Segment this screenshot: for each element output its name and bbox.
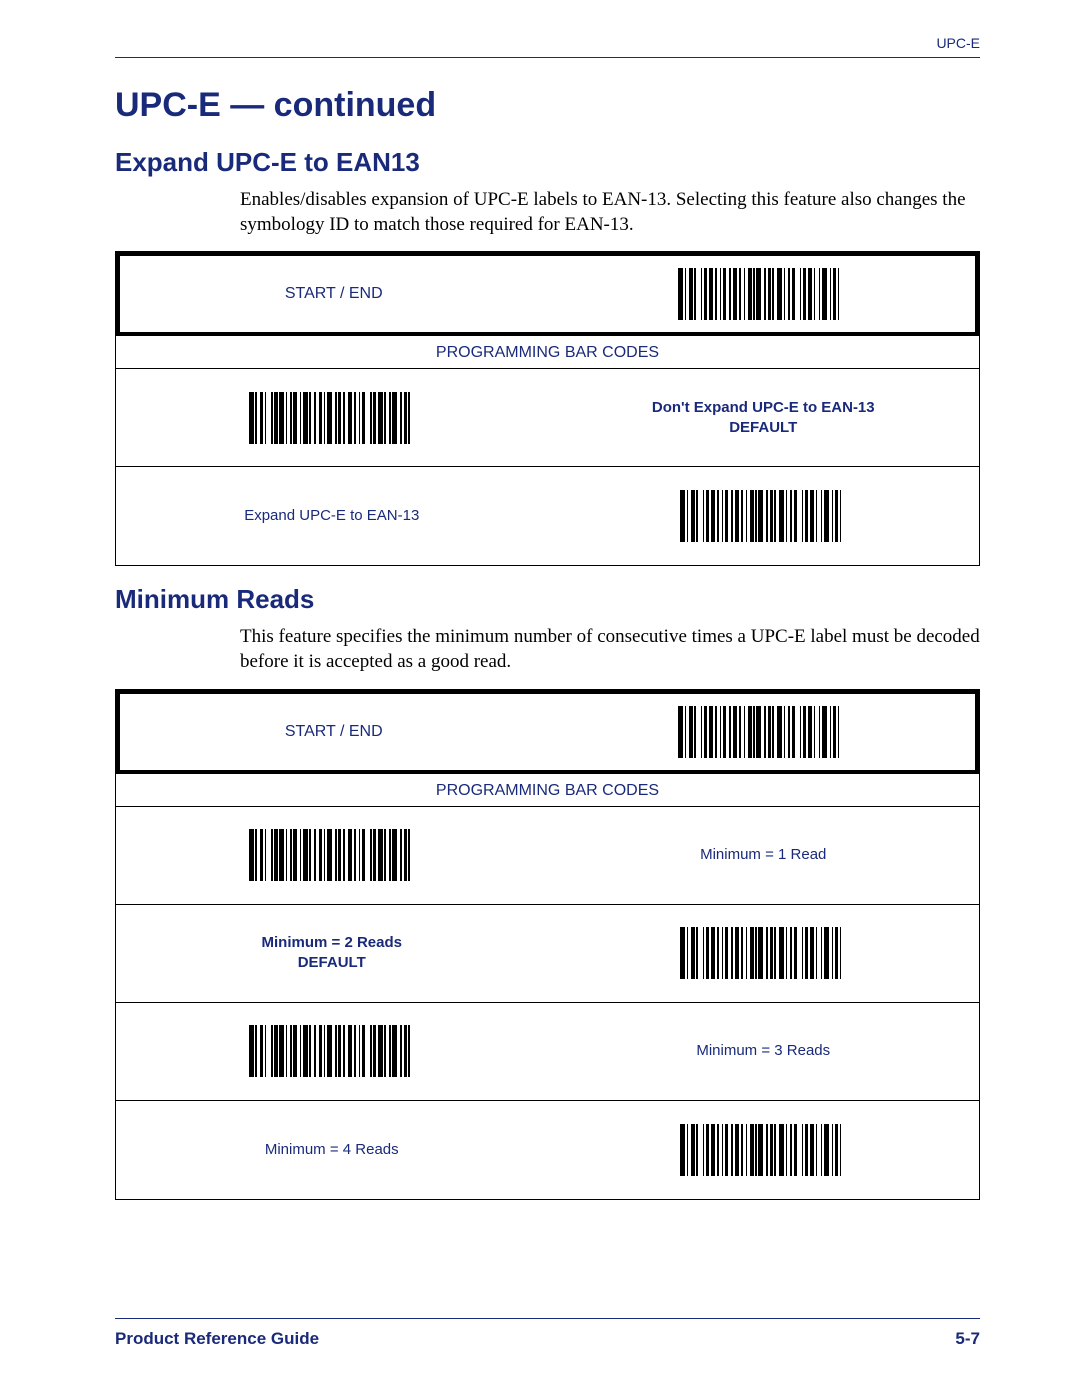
header-section-label: UPC-E	[115, 35, 980, 57]
barcode-icon	[680, 927, 846, 979]
option-default-label: DEFAULT	[298, 953, 366, 973]
start-end-row: START / END	[116, 690, 979, 774]
barcode-icon	[249, 1025, 415, 1077]
start-end-row: START / END	[116, 252, 979, 336]
option-row: Don't Expand UPC-E to EAN-13 DEFAULT	[116, 369, 979, 467]
option-label: Expand UPC-E to EAN-13	[244, 506, 419, 526]
option-label: Minimum = 2 Reads	[262, 933, 402, 953]
section-heading-minreads: Minimum Reads	[115, 584, 980, 615]
footer-left: Product Reference Guide	[115, 1329, 319, 1349]
option-default-label: DEFAULT	[729, 418, 797, 438]
option-row: Minimum = 4 Reads	[116, 1101, 979, 1199]
barcode-icon	[678, 706, 844, 758]
programming-box-minreads: START / END PROGRAMMING BAR CODES Minimu…	[115, 689, 980, 1200]
section-body-minreads: This feature specifies the minimum numbe…	[240, 625, 980, 674]
option-label: Minimum = 3 Reads	[696, 1041, 830, 1061]
option-row: Expand UPC-E to EAN-13	[116, 467, 979, 565]
barcode-icon	[680, 490, 846, 542]
page-footer: Product Reference Guide 5-7	[115, 1318, 980, 1349]
barcode-icon	[249, 392, 415, 444]
programming-box-expand: START / END PROGRAMMING BAR CODES Don't …	[115, 251, 980, 566]
barcode-icon	[249, 829, 415, 881]
footer-right: 5-7	[955, 1329, 980, 1349]
option-row: Minimum = 3 Reads	[116, 1003, 979, 1101]
option-label: Minimum = 1 Read	[700, 845, 826, 865]
start-end-label: START / END	[120, 723, 548, 741]
section-heading-expand: Expand UPC-E to EAN13	[115, 147, 980, 178]
option-label: Minimum = 4 Reads	[265, 1140, 399, 1160]
option-row: Minimum = 2 Reads DEFAULT	[116, 905, 979, 1003]
start-end-label: START / END	[120, 285, 548, 303]
page-title: UPC-E — continued	[115, 86, 980, 125]
programming-bar-codes-label: PROGRAMMING BAR CODES	[116, 774, 979, 807]
option-row: Minimum = 1 Read	[116, 807, 979, 905]
section-body-expand: Enables/disables expansion of UPC-E labe…	[240, 188, 980, 237]
programming-bar-codes-label: PROGRAMMING BAR CODES	[116, 336, 979, 369]
barcode-icon	[678, 268, 844, 320]
option-label: Don't Expand UPC-E to EAN-13	[652, 398, 875, 418]
barcode-icon	[680, 1124, 846, 1176]
